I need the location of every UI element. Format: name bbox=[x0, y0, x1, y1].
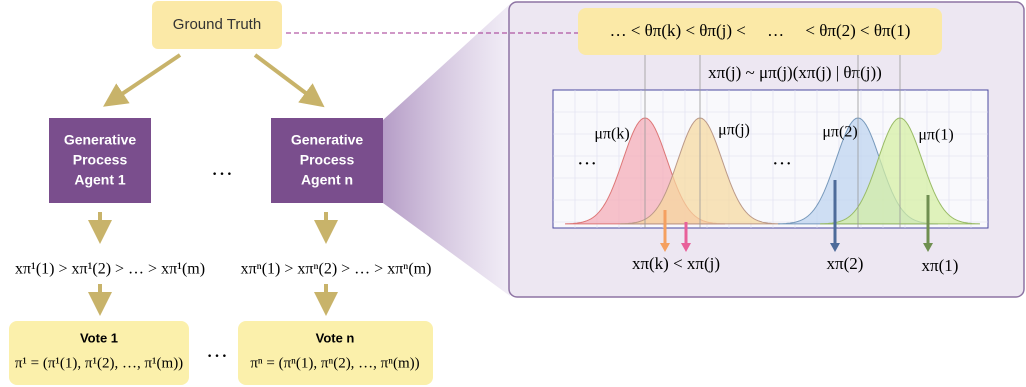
ground-truth: Ground Truth bbox=[173, 16, 261, 33]
ellipsis: … bbox=[772, 148, 792, 170]
ellipsis: … bbox=[211, 155, 233, 180]
sample-arrowhead bbox=[660, 243, 670, 252]
ranking: xπⁿ(1) > xπⁿ(2) > … > xπⁿ(m) bbox=[241, 261, 432, 278]
vote-formula: πⁿ = (πⁿ(1), πⁿ(2), …, πⁿ(m)) bbox=[250, 355, 419, 371]
agent-label: Generative bbox=[64, 132, 137, 148]
ground-truth-box bbox=[152, 1, 282, 49]
vote-title: Vote n bbox=[316, 330, 355, 345]
vote-box bbox=[9, 321, 189, 385]
agent-label: Process bbox=[300, 152, 355, 168]
order: … < θπ(k) < θπ(j) < … < θπ(2) < θπ(1) bbox=[610, 21, 911, 40]
sample-label: xπ(1) bbox=[922, 256, 959, 275]
sample-label: xπ(2) bbox=[827, 254, 864, 273]
agent-label: Generative bbox=[291, 132, 364, 148]
ranking: xπ¹(1) > xπ¹(2) > … > xπ¹(m) bbox=[15, 261, 205, 278]
agent-label: Agent n bbox=[301, 172, 353, 188]
dist-label: μπ(2) bbox=[822, 124, 857, 141]
vote-title: Vote 1 bbox=[80, 330, 118, 345]
agent-box bbox=[271, 118, 383, 203]
model: xπ(j) ~ μπ(j)(xπ(j) | θπ(j)) bbox=[708, 63, 882, 82]
agent-label: Agent 1 bbox=[74, 172, 126, 188]
dist-label: μπ(k) bbox=[594, 126, 629, 143]
dist-label: μπ(j) bbox=[718, 122, 750, 139]
sample-arrowhead bbox=[681, 243, 691, 252]
vote-formula: π¹ = (π¹(1), π¹(2), …, π¹(m)) bbox=[15, 355, 183, 371]
arrows bbox=[88, 53, 338, 316]
vote-box bbox=[238, 321, 433, 385]
dist-label: μπ(1) bbox=[918, 127, 953, 144]
sample-arrowhead bbox=[923, 243, 933, 252]
ellipsis: … bbox=[577, 148, 597, 170]
sample-arrowhead bbox=[830, 243, 840, 252]
sample-label: xπ(k) < xπ(j) bbox=[632, 254, 720, 273]
agent-box bbox=[49, 118, 151, 203]
order-box bbox=[578, 8, 942, 55]
agent-label: Process bbox=[73, 152, 128, 168]
zoom-cone bbox=[383, 4, 510, 296]
ellipsis: … bbox=[206, 337, 228, 362]
